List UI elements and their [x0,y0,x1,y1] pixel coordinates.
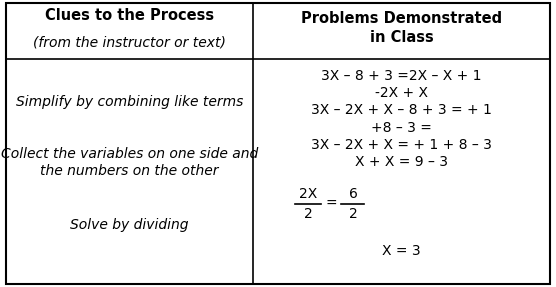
Text: (from the instructor or text): (from the instructor or text) [33,35,226,49]
Text: -2X + X: -2X + X [375,86,428,100]
Text: 3X – 2X + X = + 1 + 8 – 3: 3X – 2X + X = + 1 + 8 – 3 [311,138,492,152]
Text: +8 – 3 =: +8 – 3 = [371,121,432,135]
Text: Solve by dividing: Solve by dividing [70,218,188,232]
Text: 2: 2 [349,207,358,221]
Text: Clues to the Process: Clues to the Process [44,7,214,23]
Text: 2X: 2X [300,187,317,201]
Text: =: = [325,197,336,211]
Text: 6: 6 [349,187,358,201]
Text: 3X – 8 + 3 =2X – X + 1: 3X – 8 + 3 =2X – X + 1 [321,69,482,83]
Text: Collect the variables on one side and
the numbers on the other: Collect the variables on one side and th… [1,146,258,178]
Text: 2: 2 [304,207,313,221]
Text: X = 3: X = 3 [383,244,421,258]
Text: Problems Demonstrated
in Class: Problems Demonstrated in Class [301,11,502,45]
FancyBboxPatch shape [6,3,550,284]
Text: X + X = 9 – 3: X + X = 9 – 3 [355,155,448,169]
Text: Simplify by combining like terms: Simplify by combining like terms [16,95,243,109]
Text: 3X – 2X + X – 8 + 3 = + 1: 3X – 2X + X – 8 + 3 = + 1 [311,104,492,117]
